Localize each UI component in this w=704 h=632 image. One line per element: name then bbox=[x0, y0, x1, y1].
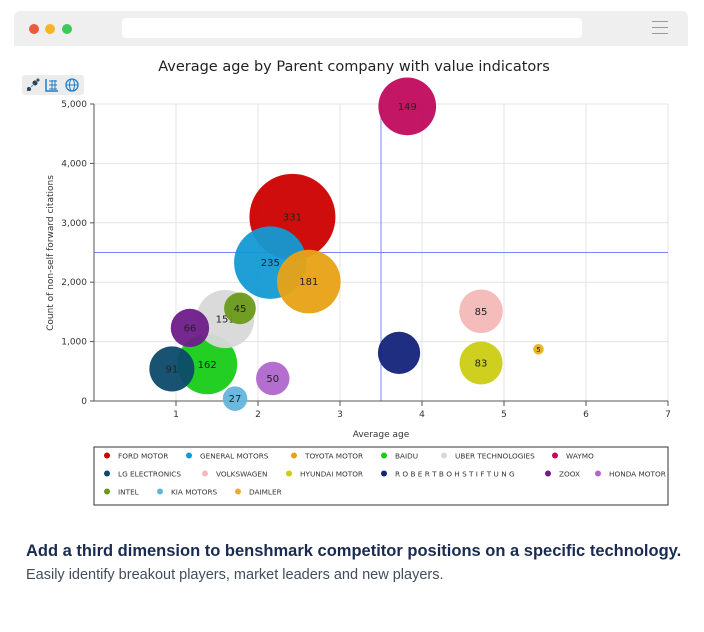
bubble-value-label: 162 bbox=[198, 360, 217, 371]
legend-label: TOYOTA MOTOR bbox=[304, 452, 363, 461]
legend-marker bbox=[545, 471, 551, 477]
legend-label: DAIMLER bbox=[249, 488, 282, 497]
y-tick-label: 0 bbox=[81, 397, 87, 407]
legend-label: WAYMO bbox=[566, 452, 594, 461]
y-tick-label: 2,000 bbox=[61, 278, 87, 288]
bubble-chart: Average age by Parent company with value… bbox=[0, 0, 704, 520]
y-tick-label: 1,000 bbox=[61, 338, 87, 348]
bubble-value-label: 149 bbox=[398, 102, 417, 113]
x-tick-label: 5 bbox=[501, 410, 507, 420]
x-tick-label: 2 bbox=[255, 410, 261, 420]
legend-marker bbox=[381, 471, 387, 477]
legend-label: BAIDU bbox=[395, 452, 418, 461]
legend-label: VOLKSWAGEN bbox=[216, 470, 268, 479]
y-tick-label: 4,000 bbox=[61, 159, 87, 169]
caption-subtitle: Easily identify breakout players, market… bbox=[26, 567, 443, 583]
legend-label: HONDA MOTOR bbox=[609, 470, 666, 479]
caption-title: Add a third dimension to benshmark compe… bbox=[26, 542, 681, 561]
legend-label: LG ELECTRONICS bbox=[118, 470, 181, 479]
y-axis-label: Count of non-self forward citations bbox=[46, 175, 56, 331]
y-tick-label: 5,000 bbox=[61, 100, 87, 110]
bubble-value-label: 235 bbox=[261, 258, 280, 269]
bubble-value-label: 66 bbox=[184, 324, 197, 335]
legend-marker bbox=[157, 489, 163, 495]
x-tick-label: 6 bbox=[583, 410, 589, 420]
chart-title: Average age by Parent company with value… bbox=[158, 59, 550, 75]
legend-marker bbox=[291, 453, 297, 459]
legend-marker bbox=[381, 453, 387, 459]
legend-label: INTEL bbox=[118, 488, 140, 497]
legend-label: UBER TECHNOLOGIES bbox=[455, 452, 535, 461]
legend-label: HYUNDAI MOTOR bbox=[300, 470, 363, 479]
bubble-value-label: 27 bbox=[229, 394, 242, 405]
legend-marker bbox=[286, 471, 292, 477]
bubble-value-label: 181 bbox=[299, 277, 318, 288]
legend-marker bbox=[552, 453, 558, 459]
legend-marker bbox=[186, 453, 192, 459]
legend-marker bbox=[235, 489, 241, 495]
bubble-value-label: 5 bbox=[536, 346, 540, 354]
legend-marker bbox=[441, 453, 447, 459]
legend-marker bbox=[104, 489, 110, 495]
legend-label: ZOOX bbox=[559, 470, 580, 479]
bubbles: 331235181162151149918583665045275 bbox=[149, 78, 543, 411]
legend-label: R O B E R T B O H S T I F T U N G bbox=[395, 470, 515, 479]
legend-marker bbox=[595, 471, 601, 477]
x-tick-label: 3 bbox=[337, 410, 343, 420]
bubble-value-label: 85 bbox=[475, 307, 488, 318]
bubble-value-label: 91 bbox=[166, 365, 179, 376]
legend-label: KIA MOTORS bbox=[171, 488, 218, 497]
bubble-value-label: 83 bbox=[475, 359, 488, 370]
legend-label: GENERAL MOTORS bbox=[200, 452, 269, 461]
x-axis-label: Average age bbox=[353, 430, 410, 440]
legend-marker bbox=[104, 471, 110, 477]
bubble-value-label: 45 bbox=[234, 304, 247, 315]
bubble[interactable] bbox=[378, 332, 420, 374]
y-tick-label: 3,000 bbox=[61, 219, 87, 229]
x-tick-label: 4 bbox=[419, 410, 425, 420]
legend-marker bbox=[202, 471, 208, 477]
legend-label: FORD MOTOR bbox=[118, 452, 168, 461]
x-tick-label: 1 bbox=[173, 410, 179, 420]
bubble-value-label: 50 bbox=[266, 374, 279, 385]
x-tick-label: 7 bbox=[665, 410, 671, 420]
bubble-value-label: 331 bbox=[283, 212, 302, 223]
legend-marker bbox=[104, 453, 110, 459]
